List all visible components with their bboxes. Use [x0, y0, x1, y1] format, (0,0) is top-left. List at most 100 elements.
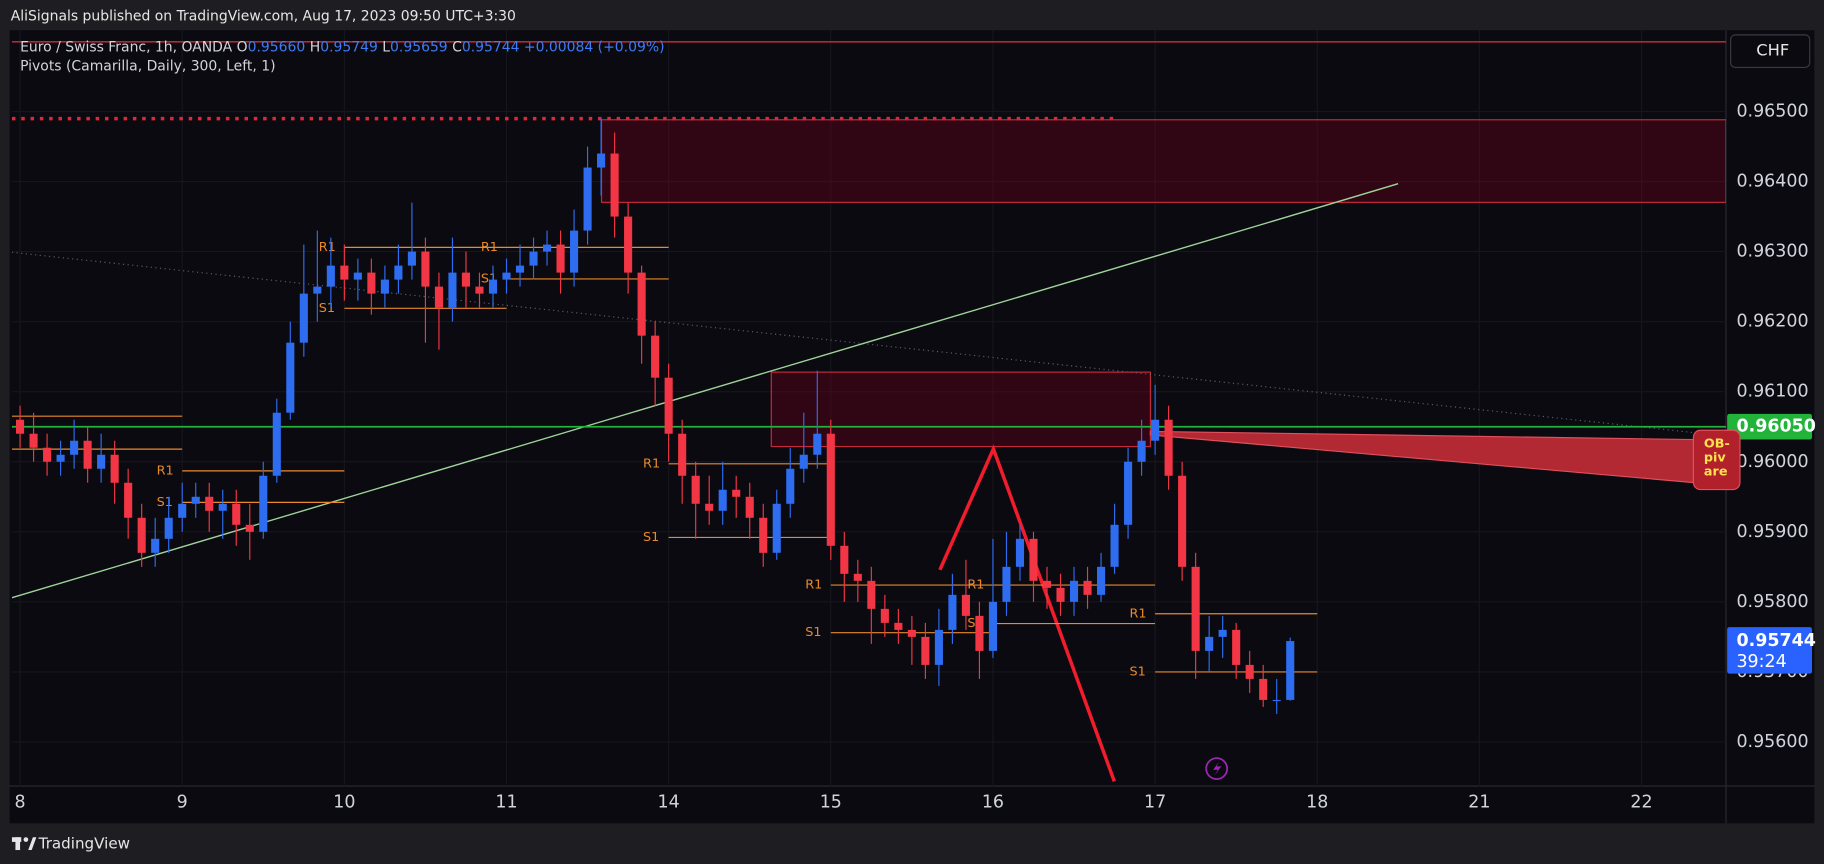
ohlc-value: 0.95749	[320, 40, 378, 56]
x-tick-label: 21	[1468, 792, 1490, 812]
candle-body	[16, 419, 25, 434]
symbol: Euro / Swiss Franc, 1h, OANDA	[20, 40, 233, 56]
candle-body	[651, 335, 660, 378]
candle-body	[394, 265, 403, 280]
ohlc-key: O	[237, 40, 248, 56]
candle-body	[218, 503, 227, 511]
candle-body	[988, 601, 998, 651]
last-price-label: 0.95744	[1736, 631, 1815, 651]
candle-body	[232, 503, 241, 525]
candle-body	[83, 440, 92, 469]
candle-body	[826, 433, 835, 546]
y-tick-label: 0.95900	[1736, 522, 1808, 542]
x-tick-label: 11	[495, 792, 517, 812]
candle-body	[1272, 699, 1281, 702]
candle-body	[921, 636, 930, 665]
candle-body	[299, 293, 308, 343]
candle-body	[934, 629, 943, 665]
candle-body	[475, 286, 484, 294]
ohlc-value: 0.95660	[248, 40, 306, 56]
candle-body	[705, 503, 714, 511]
candle-body	[1191, 566, 1200, 651]
pivot-label: S1	[319, 301, 335, 316]
candles	[16, 118, 1295, 714]
currency[interactable]: CHF	[1756, 41, 1789, 60]
x-tick-label: 14	[658, 792, 680, 812]
candle-body	[29, 433, 38, 448]
ohlc-key: C	[452, 40, 462, 56]
candle-body	[1015, 538, 1025, 567]
candle-body	[570, 230, 579, 273]
drawings: R1S1R1S1R1S1R1S1R1S1R1S1R1S1	[11, 41, 1726, 783]
x-tick-label: 18	[1306, 792, 1328, 812]
ob-label-box	[1692, 429, 1741, 491]
candle-body	[529, 251, 538, 266]
pivot-label: R1	[805, 578, 822, 593]
legend: Euro / Swiss Franc, 1h, OANDA O0.95660 H…	[20, 40, 664, 56]
candle-body	[880, 608, 889, 623]
candle-body	[151, 538, 160, 553]
candle-body	[597, 153, 606, 168]
candle-body	[272, 412, 281, 476]
grid	[11, 30, 1726, 787]
x-tick-label: 16	[982, 792, 1004, 812]
candle-body	[367, 272, 376, 294]
candle-body	[502, 272, 511, 280]
candle-body	[1042, 580, 1052, 588]
candle-body	[1029, 538, 1038, 581]
currency-box[interactable]	[1730, 34, 1811, 69]
candle-body	[813, 433, 822, 455]
flash-icon[interactable]	[1205, 757, 1229, 780]
candle-body	[1096, 566, 1106, 595]
candle-body	[975, 615, 984, 651]
ob-zone	[770, 371, 1151, 448]
pivot-label: R1	[967, 578, 984, 593]
y-tick-label: 0.96100	[1736, 382, 1808, 402]
candle-body	[894, 622, 903, 630]
level-price-box	[1727, 413, 1813, 440]
candle-body	[1002, 566, 1011, 602]
pivot-label: S1	[1130, 664, 1146, 679]
x-tick-label: 8	[15, 792, 26, 812]
candle-body	[624, 216, 633, 273]
candle-body	[286, 342, 295, 413]
pivot-label: R1	[481, 240, 498, 255]
candle-body	[759, 517, 768, 553]
indicator: Pivots (Camarilla, Daily, 300, Left, 1)	[20, 58, 275, 74]
candle-body	[1110, 524, 1119, 567]
y-tick-label: 0.96400	[1736, 172, 1808, 192]
candle-body	[340, 265, 349, 280]
candle-body	[1137, 440, 1146, 462]
candle-body	[43, 447, 52, 462]
y-tick-label: 0.96200	[1736, 312, 1808, 332]
candle-body	[1056, 587, 1065, 602]
candle-body	[326, 265, 335, 287]
candle-body	[1178, 475, 1187, 567]
y-tick-label: 0.96300	[1736, 242, 1808, 262]
last-price-box	[1727, 627, 1813, 674]
candle-body	[542, 244, 552, 252]
candle-body	[664, 377, 673, 434]
ob-zone	[600, 119, 1726, 203]
change: +0.00084 (+0.09%)	[524, 40, 665, 56]
ohlc-key: L	[382, 40, 390, 56]
candle-body	[853, 573, 862, 581]
candle-body	[1069, 580, 1079, 602]
candle-body	[1259, 678, 1268, 700]
candle-body	[70, 440, 79, 455]
candle-body	[1232, 629, 1241, 665]
ohlc-key: H	[310, 40, 320, 56]
candle-body	[1245, 664, 1254, 679]
candle-body	[434, 286, 443, 308]
candle-body	[191, 496, 200, 504]
pivot-label: S1	[643, 530, 659, 545]
candle-body	[110, 454, 119, 483]
candle-body	[786, 468, 795, 504]
candle-body	[97, 454, 106, 469]
y-tick-label: 0.96500	[1736, 101, 1808, 121]
y-tick-label: 0.95800	[1736, 592, 1808, 612]
candle-body	[907, 629, 916, 637]
pivot-label: R1	[157, 463, 174, 478]
